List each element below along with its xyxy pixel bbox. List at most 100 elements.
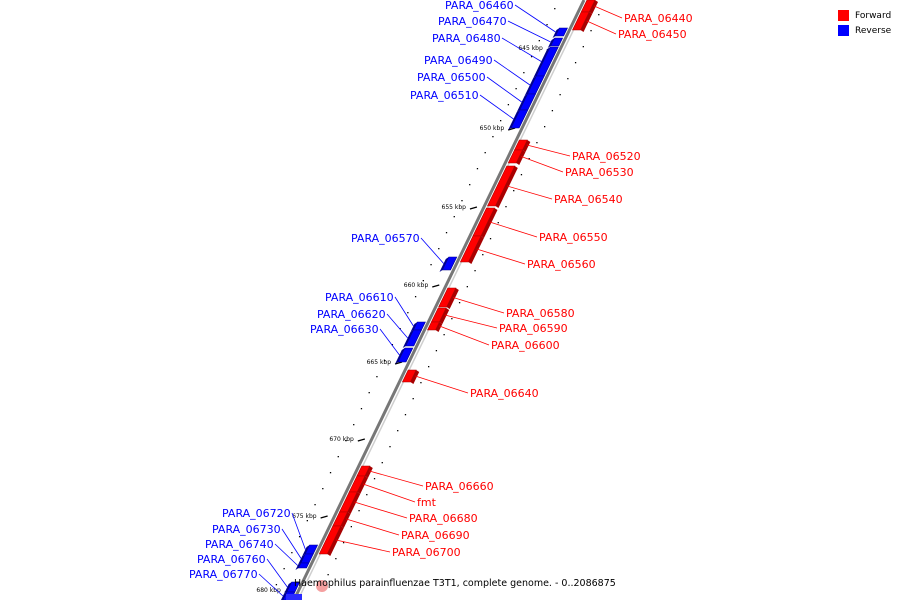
minor-tick-dot — [590, 30, 592, 32]
gene-label: PARA_06520 — [572, 150, 641, 163]
gene-leader-line — [335, 539, 391, 553]
gene-block-shade — [410, 370, 420, 384]
minor-tick-dot — [407, 312, 409, 314]
gene-block-shade — [495, 166, 518, 208]
minor-tick-dot — [567, 78, 569, 80]
minor-tick-dot — [368, 392, 370, 394]
gene-leader-line — [354, 501, 408, 519]
gene-label: PARA_06680 — [409, 512, 478, 525]
minor-tick-dot — [414, 296, 417, 298]
reverse-swatch — [838, 25, 849, 36]
minor-tick-dot — [329, 472, 332, 474]
minor-tick-dot — [559, 94, 561, 96]
minor-tick-dot — [298, 536, 301, 538]
gene-label: PARA_06510 — [410, 89, 479, 102]
minor-tick-dot — [275, 584, 278, 586]
gene-block-shade — [439, 257, 449, 272]
minor-tick-dot — [412, 398, 414, 400]
minor-tick-dot — [337, 456, 339, 458]
gene-label: PARA_06640 — [470, 387, 539, 400]
gene-leader-line — [420, 237, 444, 264]
gene-block-shade — [435, 322, 443, 332]
minor-tick-dot — [435, 350, 438, 352]
gene-block-shade — [468, 236, 484, 264]
minor-tick-dot — [528, 158, 530, 160]
minor-tick-dot — [598, 14, 600, 16]
gene-leader-line — [479, 94, 514, 120]
gene-label: PARA_06730 — [212, 523, 281, 536]
feature-marker — [286, 594, 302, 600]
gene-label: fmt — [417, 496, 437, 509]
minor-tick-dot — [373, 478, 376, 480]
gene-label: PARA_06540 — [554, 193, 623, 206]
gene-block-shade — [480, 208, 498, 238]
gene-leader-line — [453, 297, 505, 314]
scale-tick-label: 655 kbp — [442, 204, 467, 211]
minor-tick-dot — [451, 318, 453, 320]
gene-label: PARA_06660 — [425, 480, 494, 493]
minor-tick-dot — [443, 334, 445, 336]
minor-tick-dot — [536, 142, 538, 144]
scale-tick-label: 665 kbp — [367, 359, 392, 366]
gene-label: PARA_06690 — [401, 529, 470, 542]
minor-tick-dot — [458, 302, 461, 304]
genome-backbone — [292, 0, 586, 600]
gene-label: PARA_06610 — [325, 291, 394, 304]
minor-tick-dot — [513, 190, 515, 192]
minor-tick-dot — [342, 542, 345, 544]
gene-leader-line — [489, 221, 538, 238]
minor-tick-dot — [546, 24, 548, 26]
gene-label: PARA_06450 — [618, 28, 687, 41]
minor-tick-dot — [389, 446, 391, 448]
scale-tick-label: 675 kbp — [292, 513, 317, 520]
minor-tick-dot — [523, 72, 525, 74]
minor-tick-dot — [381, 462, 383, 464]
gene-features: PARA_06440 PARA_06450 PARA_06460 PARA_06470… — [189, 0, 693, 600]
gene-label: PARA_06440 — [624, 12, 693, 25]
minor-tick-dot — [582, 46, 584, 48]
gene-block-shade — [439, 308, 450, 324]
scale-ticks: 645 kbp 650 kbp 655 kbp 660 kbp 665 kbp 670 k… — [256, 45, 554, 594]
minor-tick-dot — [404, 414, 407, 416]
minor-tick-dot — [438, 248, 440, 250]
gene-block-shade — [522, 140, 531, 152]
minor-tick-dot — [430, 264, 432, 266]
gene-leader-line — [593, 5, 623, 19]
minor-tick-dot — [484, 152, 486, 154]
gene-label: PARA_06630 — [310, 323, 379, 336]
gene-leader-line — [476, 248, 526, 265]
minor-tick-dot — [306, 520, 308, 522]
gene-leader-line — [514, 4, 556, 33]
gene-leader-line — [439, 325, 490, 346]
gene-block-shade — [280, 592, 287, 600]
gene-block-shade — [552, 28, 560, 38]
gene-block-shade — [340, 512, 351, 528]
gene-label: PARA_06580 — [506, 307, 575, 320]
scale-tick-mark — [320, 515, 328, 519]
scale-tick-label: 645 kbp — [518, 45, 543, 52]
gene-block-shade — [364, 466, 373, 478]
gene-block-shade — [516, 150, 526, 165]
minor-tick-dot — [428, 366, 430, 368]
minor-tick-dot — [507, 104, 510, 106]
minor-tick-dot — [322, 488, 324, 490]
gene-block-shade — [283, 582, 292, 594]
minor-tick-dot — [314, 504, 316, 506]
minor-tick-dot — [350, 526, 352, 528]
gene-block-shade — [395, 348, 405, 364]
gene-label: PARA_06550 — [539, 231, 608, 244]
gene-leader-line — [258, 573, 284, 597]
minor-tick-dot — [574, 62, 577, 64]
gene-leader-line — [266, 558, 288, 588]
gene-block-shade — [547, 38, 555, 48]
minor-tick-dot — [366, 494, 368, 496]
gene-label: PARA_06700 — [392, 546, 461, 559]
gene-leader-line — [444, 314, 498, 329]
gene-leader-line — [586, 20, 617, 35]
minor-tick-dot — [335, 558, 337, 560]
gene-leader-line — [346, 518, 400, 536]
minor-tick-dot — [291, 552, 293, 554]
scale-tick-mark — [394, 361, 403, 365]
gene-leader-line — [486, 76, 522, 103]
minor-tick-dot — [327, 574, 329, 576]
